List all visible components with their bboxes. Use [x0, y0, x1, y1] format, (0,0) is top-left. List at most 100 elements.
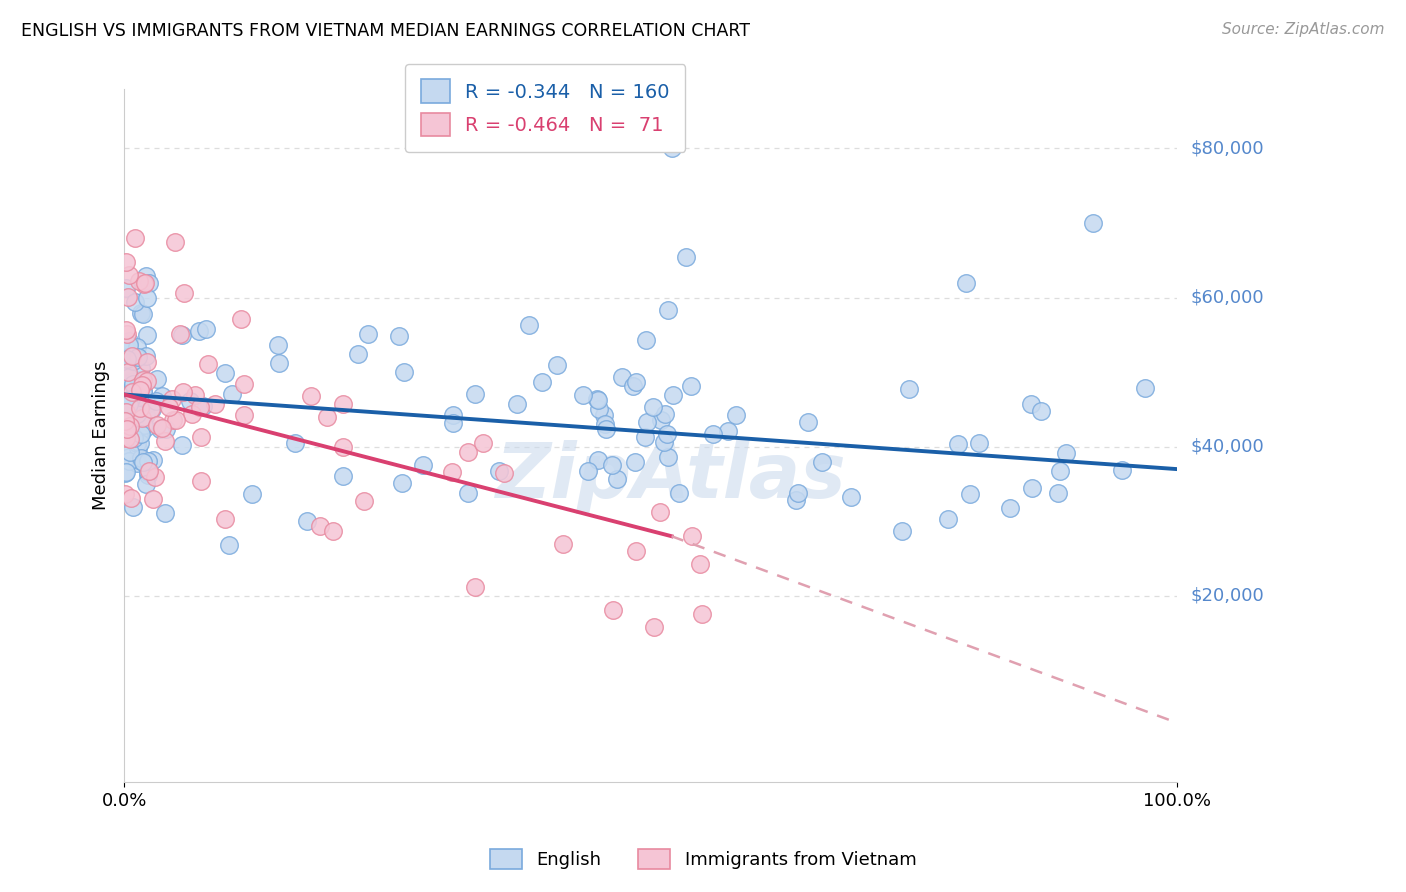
- Text: ENGLISH VS IMMIGRANTS FROM VIETNAM MEDIAN EARNINGS CORRELATION CHART: ENGLISH VS IMMIGRANTS FROM VIETNAM MEDIA…: [21, 22, 749, 40]
- Point: [129, 411, 152, 425]
- Point: [136, 291, 159, 305]
- Point: [612, 369, 634, 384]
- Point: [624, 544, 647, 558]
- Point: [136, 354, 159, 368]
- Point: [689, 557, 711, 571]
- Point: [1111, 462, 1133, 476]
- Point: [702, 426, 724, 441]
- Point: [624, 375, 647, 389]
- Point: [115, 371, 138, 385]
- Point: [1081, 216, 1104, 230]
- Text: $80,000: $80,000: [1191, 139, 1264, 157]
- Point: [332, 441, 354, 455]
- Point: [162, 413, 184, 427]
- Point: [232, 408, 254, 422]
- Text: ZipAtlas: ZipAtlas: [496, 440, 846, 514]
- Point: [668, 486, 690, 500]
- Point: [117, 365, 139, 379]
- Point: [184, 388, 207, 402]
- Point: [457, 485, 479, 500]
- Point: [150, 389, 173, 403]
- Point: [135, 327, 157, 342]
- Point: [690, 607, 713, 622]
- Point: [621, 379, 644, 393]
- Point: [180, 407, 202, 421]
- Point: [190, 430, 212, 444]
- Point: [118, 334, 141, 348]
- Point: [121, 491, 143, 505]
- Point: [117, 350, 139, 364]
- Point: [229, 312, 252, 326]
- Point: [643, 619, 665, 633]
- Point: [118, 450, 141, 464]
- Point: [891, 524, 914, 539]
- Point: [132, 384, 155, 399]
- Point: [636, 415, 658, 429]
- Point: [115, 323, 138, 337]
- Point: [506, 397, 529, 411]
- Point: [214, 511, 236, 525]
- Point: [588, 453, 610, 467]
- Point: [115, 351, 138, 366]
- Point: [114, 467, 136, 481]
- Point: [162, 392, 184, 406]
- Point: [946, 437, 969, 451]
- Point: [266, 337, 288, 351]
- Point: [121, 384, 143, 398]
- Point: [128, 383, 150, 397]
- Point: [127, 350, 149, 364]
- Point: [165, 413, 187, 427]
- Point: [115, 422, 138, 436]
- Point: [115, 466, 138, 480]
- Point: [134, 418, 156, 433]
- Point: [332, 469, 354, 483]
- Point: [150, 421, 173, 435]
- Point: [117, 397, 139, 411]
- Point: [295, 514, 318, 528]
- Point: [115, 281, 138, 295]
- Point: [221, 386, 243, 401]
- Point: [471, 435, 494, 450]
- Point: [1021, 481, 1043, 495]
- Point: [299, 389, 322, 403]
- Point: [128, 274, 150, 288]
- Point: [132, 455, 155, 469]
- Point: [179, 393, 201, 408]
- Point: [675, 250, 697, 264]
- Point: [571, 388, 593, 402]
- Point: [717, 424, 740, 438]
- Point: [118, 418, 141, 433]
- Point: [135, 350, 157, 364]
- Point: [142, 452, 165, 467]
- Point: [138, 454, 160, 468]
- Point: [332, 397, 354, 411]
- Point: [157, 400, 180, 414]
- Point: [115, 327, 138, 342]
- Point: [606, 472, 628, 486]
- Point: [135, 374, 157, 388]
- Point: [114, 339, 136, 353]
- Point: [655, 427, 678, 442]
- Point: [624, 455, 647, 469]
- Point: [136, 465, 159, 479]
- Point: [120, 419, 142, 434]
- Point: [114, 431, 136, 445]
- Point: [194, 322, 217, 336]
- Point: [681, 529, 703, 543]
- Point: [118, 418, 141, 433]
- Point: [172, 328, 194, 343]
- Point: [187, 324, 209, 338]
- Point: [135, 269, 157, 284]
- Point: [240, 487, 263, 501]
- Point: [129, 390, 152, 404]
- Point: [797, 415, 820, 429]
- Point: [125, 350, 148, 364]
- Point: [120, 410, 142, 425]
- Point: [122, 395, 145, 409]
- Point: [121, 376, 143, 391]
- Point: [593, 408, 616, 422]
- Point: [1133, 381, 1156, 395]
- Point: [441, 408, 464, 422]
- Point: [153, 434, 176, 448]
- Point: [138, 276, 160, 290]
